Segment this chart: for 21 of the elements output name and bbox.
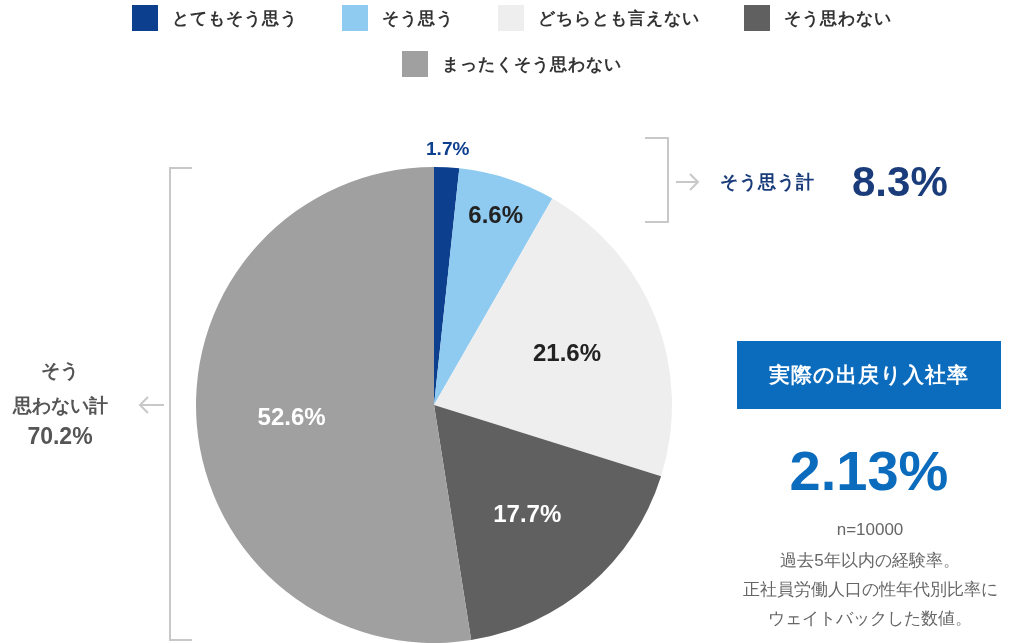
text: 70.2% bbox=[26, 423, 94, 450]
data-label: 52.6% bbox=[257, 402, 326, 430]
text: 過去5年以内の経験率。 bbox=[779, 550, 961, 572]
legend-label: そう思わない bbox=[784, 7, 892, 30]
text: 実際の出戻り入社率 bbox=[768, 362, 970, 388]
text: 2.13% bbox=[788, 438, 950, 503]
text: 8.3% bbox=[852, 158, 948, 206]
text: ウェイトバックした数値。 bbox=[767, 608, 973, 630]
data-label: 17.7% bbox=[493, 499, 562, 527]
legend-label: どちらとも言えない bbox=[538, 7, 700, 30]
data-label: 6.6% bbox=[468, 201, 524, 229]
data-label: 21.6% bbox=[532, 339, 602, 367]
text: 正社員労働人口の性年代別比率に bbox=[741, 579, 999, 601]
text: そう思う計 bbox=[720, 171, 815, 194]
legend-label: とてもそう思う bbox=[172, 7, 298, 30]
text: 思わない計 bbox=[11, 394, 109, 418]
data-label: 1.7% bbox=[426, 137, 470, 159]
text: n=10000 bbox=[835, 520, 905, 540]
legend-label: まったくそう思わない bbox=[442, 53, 622, 76]
legend-label: そう思う bbox=[382, 7, 454, 30]
text: そう bbox=[40, 359, 80, 383]
